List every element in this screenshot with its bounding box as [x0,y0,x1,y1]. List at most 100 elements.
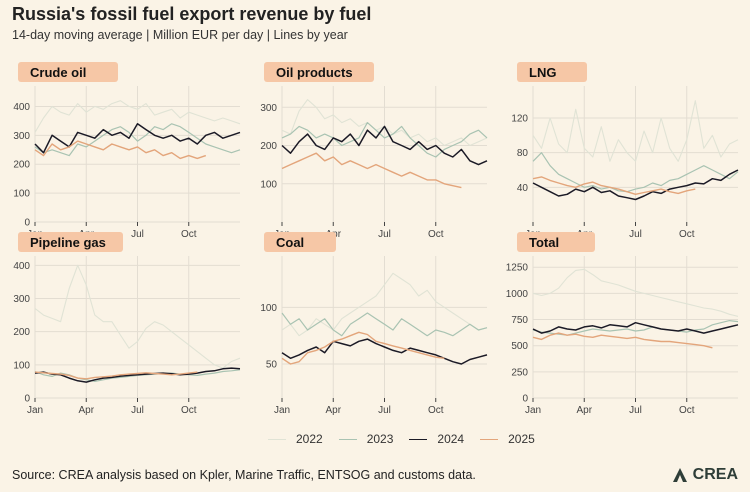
series-line-2023 [281,121,488,158]
x-tick-label: Jul [131,405,144,416]
series-line-2025 [532,176,696,196]
x-tick-label: Oct [181,405,197,416]
series-line-2022 [34,100,241,133]
y-tick-label: 1000 [506,289,529,300]
y-tick-label: 200 [13,327,30,338]
panel-title: Pipeline gas [30,235,106,250]
legend-label-2025: 2025 [508,432,535,446]
legend-label-2023: 2023 [366,432,394,446]
y-tick-label: 200 [260,141,277,152]
series-line-2022 [34,264,241,369]
y-tick-label: 50 [266,360,278,371]
series-line-2025 [281,152,462,189]
x-tick-label: Apr [78,405,94,416]
panel-label-bg [18,62,118,82]
x-tick-label: Apr [576,405,592,416]
series-line-2022 [532,100,739,162]
x-tick-label: Oct [428,405,444,416]
series-line-2023 [532,152,739,193]
y-tick-label: 100 [13,360,30,371]
x-tick-label: Oct [679,229,695,240]
y-tick-label: 500 [511,341,528,352]
series-line-2025 [34,371,198,380]
legend-swatch-2023 [338,438,357,440]
series-line-2024 [532,169,739,201]
y-tick-label: 100 [13,189,30,200]
legend-label-2022: 2022 [296,432,323,446]
x-tick-label: Jul [378,405,391,416]
legend-swatch-2024 [409,438,428,440]
y-tick-label: 1250 [506,263,529,274]
series-line-2022 [532,268,739,317]
y-tick-label: 100 [260,179,277,190]
panel-label-bg [264,232,336,252]
legend-item-2023: 2023 [338,432,394,446]
x-tick-label: Oct [181,229,197,240]
panel-oil-products: Oil products100200300JanAprJulOct [260,62,488,240]
y-tick-label: 250 [511,367,528,378]
panel-label-bg [18,232,123,252]
y-tick-label: 0 [24,394,30,405]
panel-label-bg [264,62,374,82]
x-tick-label: Jul [629,229,642,240]
panel-title: Crude oil [30,65,86,80]
legend-item-2022: 2022 [268,432,323,446]
x-tick-label: Apr [325,405,341,416]
series-line-2024 [532,321,739,334]
y-tick-label: 100 [260,303,277,314]
legend-swatch-2025 [480,438,499,440]
y-tick-label: 120 [511,114,528,125]
legend-item-2025: 2025 [480,432,535,446]
y-tick-label: 80 [517,148,529,159]
x-tick-label: Jan [525,405,541,416]
panel-title: Total [529,235,559,250]
series-line-2025 [532,332,713,349]
series-line-2024 [281,125,488,166]
panel-label-bg [517,62,587,82]
y-tick-label: 0 [24,218,30,229]
y-tick-label: 200 [13,160,30,171]
legend-label-2024: 2024 [437,432,465,446]
x-tick-label: Oct [679,405,695,416]
legend: 2022 2023 2024 2025 [268,430,535,448]
panel-title: Coal [276,235,304,250]
panel-label-bg [517,232,595,252]
legend-item-2024: 2024 [409,432,464,446]
x-tick-label: Jul [131,229,144,240]
series-line-2023 [281,312,488,337]
panel-pipeline-gas: Pipeline gas 0 100 200 300 400 Jan Apr Jul Oct [13,232,241,416]
chart-title: Russia's fossil fuel export revenue by f… [12,4,372,24]
y-tick-label: 300 [13,294,30,305]
panel-total: Total 0 250 500 750 1000 1250 Jan Apr Jul Oct [506,232,739,416]
panel-coal: Coal 50 100 Jan Apr Jul Oct [260,232,488,416]
panel-lng: LNG4080120JanAprJulOct [511,62,739,240]
y-tick-label: 300 [260,103,277,114]
panel-title: LNG [529,65,556,80]
y-tick-label: 300 [13,131,30,142]
x-tick-label: Jul [629,405,642,416]
source-note: Source: CREA analysis based on Kpler, Ma… [12,468,476,482]
series-line-2024 [281,338,488,365]
legend-swatch-2022 [268,438,286,440]
x-tick-label: Oct [428,229,444,240]
y-tick-label: 40 [517,183,529,194]
panel-crude-oil: Crude oil0100200300400JanAprJulOct [13,62,241,240]
series-line-2022 [281,272,488,337]
y-tick-label: 400 [13,102,30,113]
series-line-2025 [34,140,207,160]
y-tick-label: 0 [522,394,528,405]
panel-title: Oil products [276,65,353,80]
chart-subtitle: 14-day moving average | Million EUR per … [12,28,348,42]
series-line-2024 [34,367,241,383]
crea-leaf-icon [672,468,687,482]
crea-logo: CREA [671,466,738,484]
series-line-2025 [281,331,445,365]
y-tick-label: 750 [511,315,528,326]
x-tick-label: Jul [378,229,391,240]
x-tick-label: Jan [27,405,43,416]
y-tick-label: 400 [13,261,30,272]
logo-text: CREA [692,466,738,483]
x-tick-label: Jan [274,405,290,416]
series-line-2023 [34,123,241,157]
